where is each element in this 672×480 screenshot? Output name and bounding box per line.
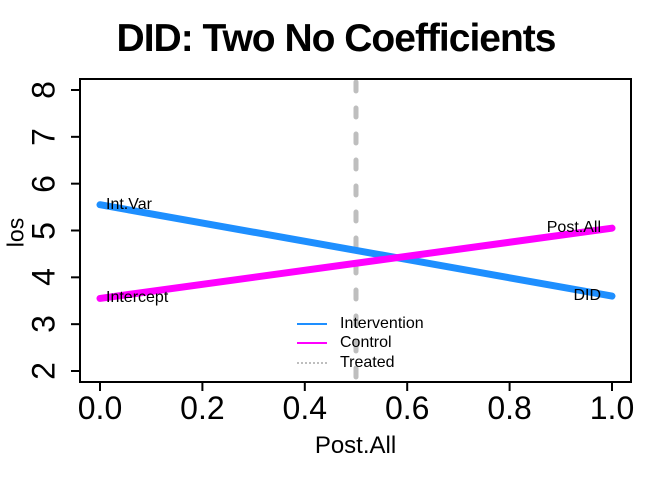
x-tick-label: 0.6 [384,390,430,426]
legend: Intervention Control Treated [297,314,424,373]
legend-row: Treated [297,353,424,373]
legend-label: Treated [340,353,395,371]
x-tick-label: 0.2 [180,390,225,426]
x-tick-label: 1.0 [589,390,635,426]
y-tick-label: 5 [25,221,62,240]
series-line-intervention [96,201,616,300]
line-label-intercept: Intercept [106,289,169,307]
x-tick-label: 0.0 [77,390,123,426]
y-tick-label: 3 [25,315,62,334]
line-label-post-all: Post.All [546,219,601,237]
plot-border-box [79,78,632,383]
x-tick-label: 0.8 [487,390,532,426]
y-axis-label: los [2,217,29,248]
series-line-control [96,224,616,302]
chart-title: DID: Two No Coefficients [116,17,557,60]
legend-line-sample [297,361,327,364]
y-tick-label: 4 [25,268,62,287]
legend-label: Intervention [340,314,424,332]
y-tick-label: 7 [25,127,62,146]
line-label-int-var: Int.Var [106,195,152,213]
y-tick-label: 6 [25,174,62,193]
legend-line-sample [297,342,327,345]
legend-row: Control [297,334,424,354]
line-label-did: DID [573,287,601,305]
legend-label: Control [340,334,392,352]
legend-row: Intervention [297,314,424,334]
x-tick-label: 0.4 [282,390,328,426]
y-tick-label: 2 [25,362,62,380]
legend-line-sample [297,322,327,325]
y-tick-label: 8 [25,81,62,99]
x-axis-label: Post.All [314,432,397,459]
